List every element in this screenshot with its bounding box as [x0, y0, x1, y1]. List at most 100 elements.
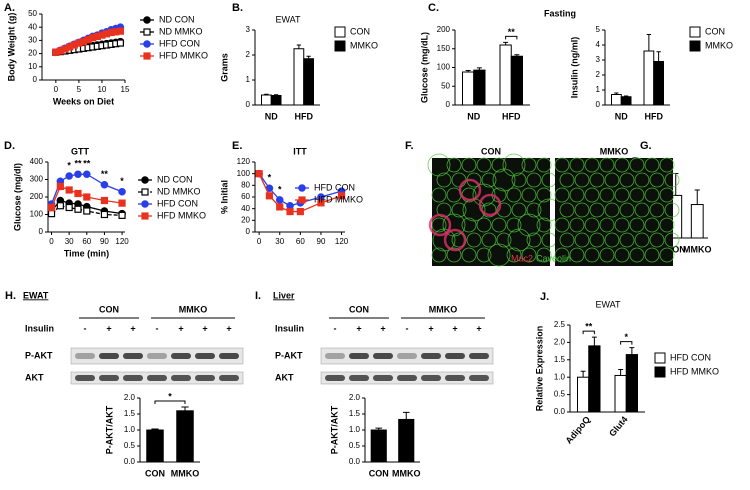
cell-outline: [599, 217, 615, 233]
cell-outline: [599, 187, 615, 203]
blot-band: [325, 353, 345, 359]
legend-marker: [141, 212, 149, 220]
cell-outline: [574, 232, 590, 248]
x-tick-label: ND: [467, 111, 480, 121]
y-axis-label: Insulin (ng/ml): [569, 37, 579, 99]
cell-outline: [526, 232, 542, 248]
data-point: [286, 207, 294, 216]
data-point: [275, 196, 284, 204]
y-tick-label: 2.0: [124, 393, 136, 402]
data-point: [100, 196, 109, 205]
cell-outline: [659, 217, 675, 233]
error-bar: [618, 369, 624, 376]
legend-label: CON: [350, 26, 370, 36]
x-axis-label: Weeks on Diet: [53, 96, 114, 106]
bar: [146, 429, 164, 463]
y-tick-label: 40: [241, 204, 250, 213]
cell-outline: [569, 217, 585, 233]
cell-outline: [436, 172, 452, 188]
cell-outline: [659, 187, 675, 203]
blot-band: [349, 353, 369, 359]
significance-bracket: [505, 35, 518, 40]
legend-label: HFD CON: [314, 182, 355, 192]
cell-outline: [481, 172, 497, 188]
data-point: [74, 170, 82, 179]
error-bar: [694, 189, 700, 205]
bar: [588, 345, 601, 413]
y-axis-label: Glucose (mg/dl): [12, 163, 22, 231]
legend-marker: [141, 200, 149, 208]
error-bar: [306, 55, 311, 59]
bar: [510, 55, 523, 106]
blot-strip: [320, 347, 494, 365]
cell-outline: [664, 202, 680, 218]
x-tick-label: MMKO: [683, 244, 712, 254]
significance: *: [67, 160, 71, 170]
chart-title: Fasting: [544, 8, 576, 18]
y-axis-label: P-AKT/AKT: [329, 405, 339, 454]
cell-outline: [619, 202, 635, 218]
legend-marker: [143, 52, 151, 60]
error-bar: [503, 41, 509, 45]
data-point: [276, 203, 284, 211]
panel-label: H.: [5, 290, 16, 302]
y-tick-label: 0.0: [554, 407, 566, 416]
y-tick-label: 0: [246, 227, 251, 236]
cell-outline: [634, 232, 650, 248]
significance: *: [168, 391, 172, 401]
bar: [370, 429, 387, 463]
significance: **: [101, 169, 109, 179]
significance-bracket: [154, 400, 186, 404]
cell-outline: [446, 247, 462, 263]
data-point: [83, 193, 91, 201]
legend-marker: [141, 188, 149, 196]
cell-outline: [521, 247, 537, 263]
cell-outline: [664, 232, 680, 248]
bar: [462, 71, 475, 106]
cell-outline: [589, 232, 605, 248]
legend-swatch: [689, 26, 701, 38]
y-tick-label: 1.5: [554, 355, 566, 364]
lane-label: +: [130, 323, 135, 333]
legend-label: HFD MMKO: [157, 210, 206, 220]
stain-signal: [478, 193, 502, 217]
cell-outline: [427, 153, 451, 177]
y-tick-label: 60: [241, 192, 250, 201]
error-bar: [623, 95, 629, 97]
panel-label: A.: [4, 2, 15, 14]
cell-outline: [599, 157, 615, 173]
y-tick-label: 200: [30, 192, 44, 201]
cell-outline: [604, 172, 620, 188]
lane-label: +: [178, 323, 183, 333]
blot-strip: [70, 347, 244, 365]
data-point: [116, 39, 124, 47]
y-tick-label: 200: [437, 25, 451, 34]
cell-outline: [649, 232, 665, 248]
panel-label: E.: [232, 140, 242, 152]
blot-band: [373, 353, 393, 359]
bar: [620, 96, 632, 106]
cell-outline: [659, 247, 675, 263]
y-tick-label: 30: [28, 36, 37, 45]
y-tick-label: 0: [446, 100, 451, 109]
legend-swatch: [334, 40, 346, 52]
x-tick-label: 0: [49, 237, 54, 246]
x-tick-label: 60: [296, 237, 305, 246]
y-tick-label: 1: [246, 75, 251, 84]
y-tick-label: 50: [28, 9, 37, 18]
chart-title: ITT: [293, 146, 307, 156]
data-point: [118, 211, 126, 219]
panel-label: I.: [255, 290, 261, 302]
y-tick-label: 1.0: [349, 425, 361, 434]
cell-outline: [584, 157, 600, 173]
blot-band: [99, 375, 119, 381]
cell-outline: [521, 157, 537, 173]
data-point: [82, 170, 91, 179]
y-tick-label: 1.5: [124, 409, 136, 418]
cell-outline: [584, 247, 600, 263]
cell-outline: [554, 247, 570, 263]
condition-label: MMKO: [600, 146, 629, 156]
data-point: [100, 210, 109, 219]
legend-swatch: [654, 366, 666, 378]
y-tick-label: 5: [596, 25, 601, 34]
